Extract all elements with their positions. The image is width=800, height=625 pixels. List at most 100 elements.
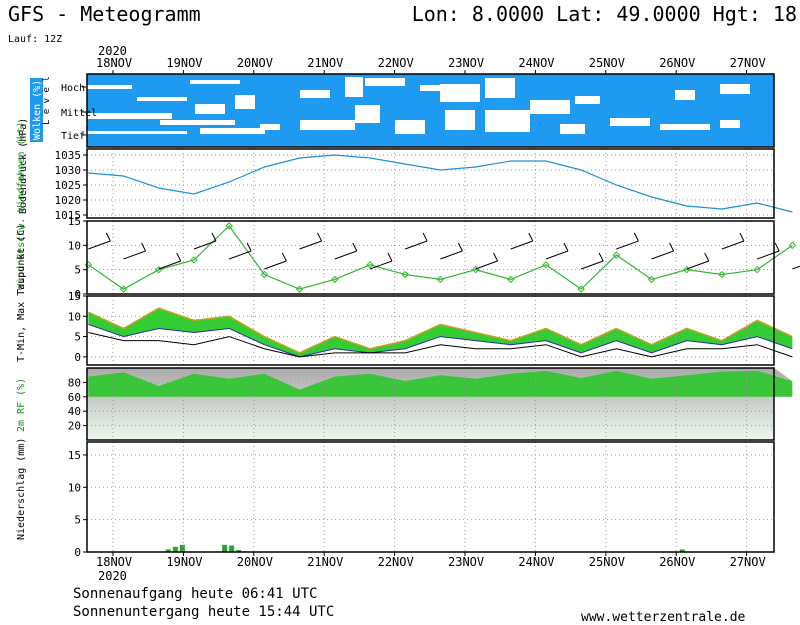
sunrise-text: Sonnenaufgang heute 06:41 UTC	[73, 586, 318, 602]
wind-barb	[264, 260, 287, 270]
wind-speed-point	[119, 285, 128, 293]
date-label-top: 24NOV	[518, 56, 555, 70]
y-tick-label: 5	[74, 331, 81, 344]
wind-barb-flag	[493, 252, 499, 262]
wind-barb-flag	[704, 252, 710, 262]
wind-barb-flag	[246, 242, 252, 252]
precip-axis-title: Niederschlag (mm)	[16, 438, 27, 540]
date-label-bottom: 20NOV	[236, 555, 273, 569]
wind-speed-point	[612, 251, 621, 259]
wind-barb	[475, 260, 498, 270]
precipitation-bar	[172, 546, 178, 552]
clear-sky-patch	[137, 97, 187, 101]
wind-speed-point	[225, 222, 233, 230]
wind-barb	[580, 260, 604, 270]
wind-barb-flag	[281, 252, 287, 262]
year-label-top: 2020	[98, 44, 127, 58]
clear-sky-patch	[345, 77, 363, 97]
wind-speed-point	[471, 265, 480, 274]
clear-sky-patch	[420, 85, 455, 91]
precipitation-bar	[679, 549, 685, 552]
wind-barb	[686, 260, 709, 270]
wind-speed-point	[683, 265, 691, 274]
y-tick-label: 15	[68, 215, 81, 228]
y-tick-label: 20	[68, 420, 81, 433]
wind-barb-flag	[669, 242, 675, 252]
cloud-level-label: Tief	[61, 131, 85, 142]
date-label-top: 21NOV	[307, 56, 344, 70]
wind-speed-point	[155, 265, 163, 274]
wind-speed-point	[331, 275, 339, 284]
wind-barb	[510, 240, 533, 250]
y-tick-label: 5	[74, 264, 81, 277]
date-label-top: 18NOV	[96, 56, 133, 70]
panel-frame	[86, 220, 775, 295]
dewpoint-line	[88, 332, 793, 358]
clear-sky-patch	[485, 78, 515, 98]
clear-sky-patch	[675, 90, 695, 100]
wind-speed-point	[542, 261, 550, 269]
date-label-top: 23NOV	[448, 56, 485, 70]
wind-barb	[299, 240, 322, 250]
wind-barb	[88, 240, 111, 250]
level-axis-label: L e v e l	[42, 76, 52, 125]
clear-sky-patch	[440, 84, 480, 102]
date-label-top: 25NOV	[588, 56, 625, 70]
wind-barb-flag	[739, 232, 745, 242]
wind-axis-title: Wind Geschw. Windfahnen (kt)	[16, 121, 27, 290]
wind-barb-flag	[317, 232, 323, 242]
tmax-line	[88, 307, 793, 354]
pressure-axis-title: Bodendruck (hPa)	[18, 118, 29, 214]
precipitation-bar	[229, 545, 235, 552]
wind-barb	[721, 240, 745, 250]
wind-speed-point	[577, 285, 585, 293]
y-tick-label: 1020	[55, 194, 82, 207]
date-label-top: 20NOV	[236, 56, 273, 70]
wind-barb-flag	[211, 232, 217, 242]
y-tick-label: 1015	[55, 209, 82, 222]
date-label-bottom: 22NOV	[377, 555, 414, 569]
year-label-bottom: 2020	[98, 569, 127, 583]
date-label-top: 27NOV	[729, 56, 766, 70]
wind-barb	[545, 250, 569, 260]
wind-barb	[616, 240, 639, 250]
clear-sky-patch	[300, 90, 330, 98]
site-credit: www.wetterzentrale.de	[581, 610, 746, 625]
panel-frame	[86, 367, 775, 441]
wind-speed-point	[647, 275, 656, 284]
y-tick-label: 40	[68, 405, 81, 418]
wind-speed-point	[507, 275, 515, 284]
panel-frame	[86, 73, 775, 148]
y-tick-label: 15	[68, 290, 81, 303]
wind-speed-point	[753, 265, 761, 274]
precipitation-bar	[179, 544, 185, 552]
wind-barb	[404, 240, 428, 250]
panel-frame	[86, 441, 775, 553]
wind-barb-flag	[457, 242, 463, 252]
wind-speed-point	[788, 241, 797, 250]
wind-barb-flag	[176, 252, 182, 262]
clear-sky-patch	[445, 110, 475, 130]
model-run-label: Lauf: 12Z	[8, 34, 63, 45]
y-tick-label: 1030	[55, 164, 82, 177]
pressure-line	[88, 154, 793, 213]
panel-frame	[86, 148, 775, 219]
wind-barb-flag	[528, 232, 534, 242]
wind-barb	[334, 250, 357, 260]
wind-speed-point	[190, 256, 198, 264]
date-label-top: 22NOV	[377, 56, 414, 70]
date-label-bottom: 25NOV	[588, 555, 625, 569]
wind-barb	[651, 250, 674, 260]
wind-barb	[158, 260, 181, 270]
clear-sky-patch	[395, 120, 425, 134]
wind-speed-point	[401, 270, 409, 279]
cloud-axis-title: Wolken (%)	[32, 80, 43, 140]
clear-sky-patch	[200, 128, 265, 134]
clear-sky-patch	[720, 120, 740, 128]
wind-speed-point	[260, 270, 269, 279]
clear-sky-patch	[87, 131, 187, 134]
tmin-line	[88, 323, 793, 358]
app-title: GFS - Meteogramm	[8, 2, 201, 26]
clear-sky-patch	[260, 124, 280, 130]
